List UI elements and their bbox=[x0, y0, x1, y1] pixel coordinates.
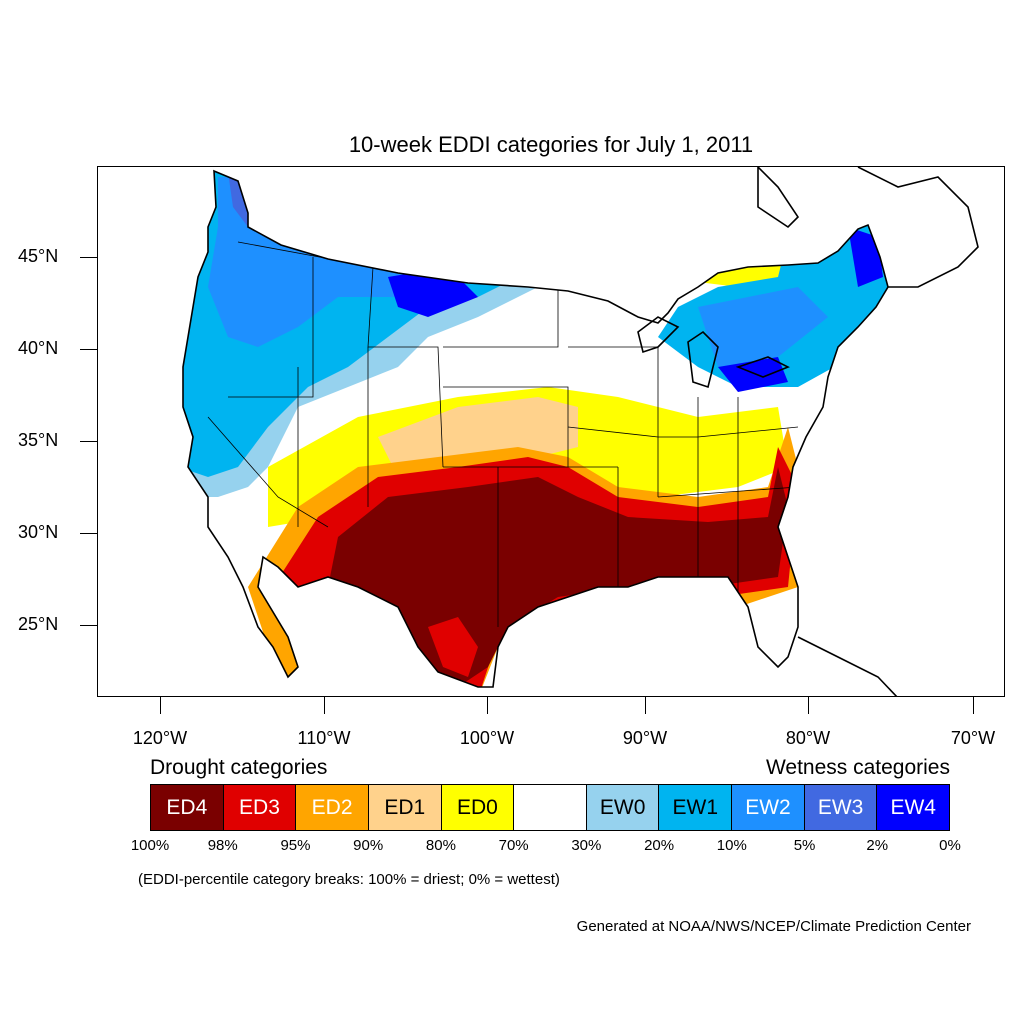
lon-tick bbox=[808, 697, 809, 714]
lat-label-45n: 45°N bbox=[18, 246, 59, 266]
percentile-label: 95% bbox=[280, 837, 311, 854]
percentile-label: 10% bbox=[716, 837, 747, 854]
lon-label-110w: 110°W bbox=[297, 728, 351, 748]
lat-label-30n: 30°N bbox=[18, 522, 59, 542]
credit-line: Generated at NOAA/NWS/NCEP/Climate Predi… bbox=[576, 918, 971, 935]
legend-box-ed2: ED2 bbox=[296, 785, 369, 830]
percentile-label: 0% bbox=[939, 837, 961, 854]
lon-label-120w: 120°W bbox=[132, 728, 188, 748]
lon-tick bbox=[324, 697, 325, 714]
legend-box-ed4: ED4 bbox=[151, 785, 224, 830]
eddi-map bbox=[97, 166, 1005, 697]
wetness-categories-title: Wetness categories bbox=[765, 756, 950, 779]
lon-tick bbox=[160, 697, 161, 714]
lat-tick bbox=[80, 625, 97, 626]
lon-tick bbox=[645, 697, 646, 714]
percentile-label: 30% bbox=[571, 837, 602, 854]
category-note: (EDDI-percentile category breaks: 100% =… bbox=[138, 871, 560, 888]
percentile-label: 90% bbox=[353, 837, 384, 854]
percentile-label: 5% bbox=[793, 837, 816, 854]
percentile-label: 80% bbox=[425, 837, 456, 854]
legend-box-ew4: EW4 bbox=[877, 785, 950, 830]
legend-color-bar: ED4 ED3 ED2 ED1 ED0 EW0 EW1 EW2 EW3 EW4 bbox=[150, 784, 950, 831]
lat-tick bbox=[80, 349, 97, 350]
legend-box-ew1: EW1 bbox=[659, 785, 733, 830]
legend-box-ew3: EW3 bbox=[804, 785, 878, 830]
lat-label-40n: 40°N bbox=[18, 338, 59, 358]
lon-label-70w: 70°W bbox=[950, 728, 996, 748]
lon-tick bbox=[973, 697, 974, 714]
percentile-label: 98% bbox=[207, 837, 238, 854]
legend-box-ed3: ED3 bbox=[223, 785, 297, 830]
map-title: 10-week EDDI categories for July 1, 2011 bbox=[348, 132, 754, 157]
percentile-label: 100% bbox=[130, 837, 170, 854]
legend-box-ew0: EW0 bbox=[586, 785, 660, 830]
legend-box-neutral bbox=[514, 785, 587, 830]
legend-box-ew2: EW2 bbox=[732, 785, 805, 830]
lon-label-100w: 100°W bbox=[459, 728, 515, 748]
legend-box-ed0: ED0 bbox=[441, 785, 515, 830]
lon-label-80w: 80°W bbox=[785, 728, 831, 748]
lat-label-25n: 25°N bbox=[18, 614, 59, 634]
percentile-label: 70% bbox=[498, 837, 529, 854]
lat-tick bbox=[80, 257, 97, 258]
lat-label-35n: 35°N bbox=[18, 430, 59, 450]
drought-categories-title: Drought categories bbox=[150, 756, 328, 779]
percentile-label: 20% bbox=[644, 837, 675, 854]
percentile-label: 2% bbox=[866, 837, 889, 854]
lon-label-90w: 90°W bbox=[622, 728, 668, 748]
lat-tick bbox=[80, 441, 97, 442]
lat-tick bbox=[80, 533, 97, 534]
legend-box-ed1: ED1 bbox=[368, 785, 442, 830]
map-canvas bbox=[182, 167, 979, 696]
lon-tick bbox=[487, 697, 488, 714]
